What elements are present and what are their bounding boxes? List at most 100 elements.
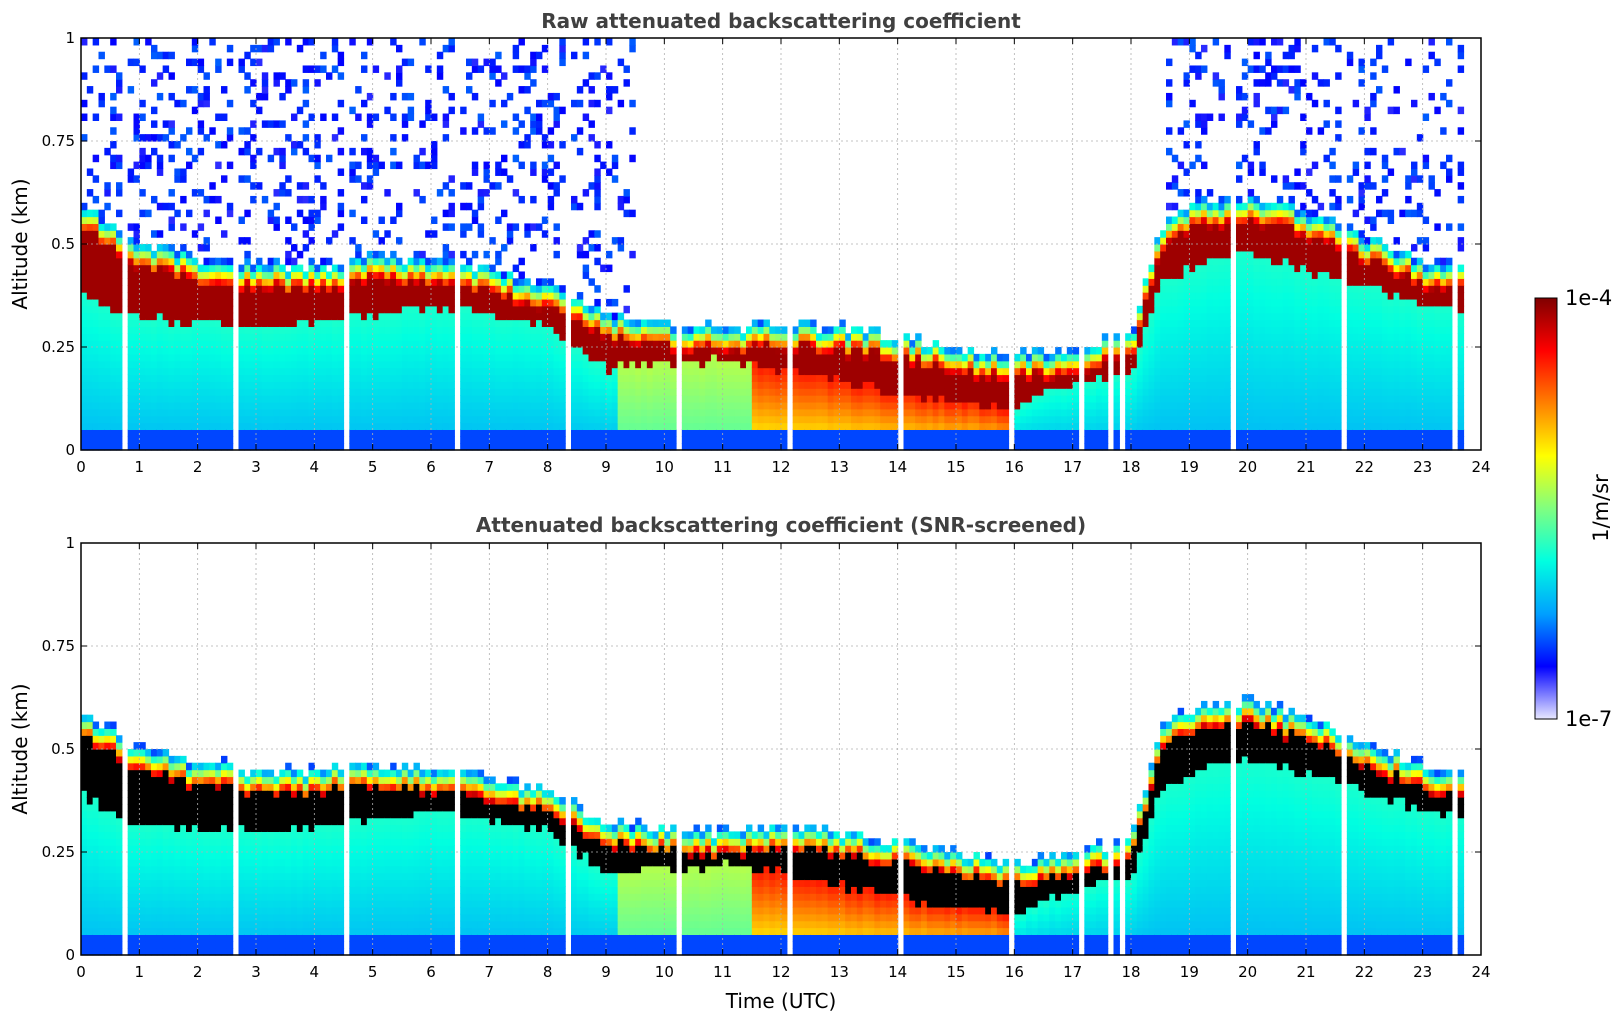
heatmap-cell (1160, 326, 1167, 334)
heatmap-cell (104, 65, 111, 73)
heatmap-cell (436, 374, 444, 382)
heatmap-cell (804, 353, 811, 362)
heatmap-cell (378, 429, 385, 437)
heatmap-cell (1136, 388, 1144, 396)
heatmap-cell (425, 264, 432, 273)
heatmap-cell (442, 120, 450, 128)
heatmap-cell (442, 367, 450, 376)
heatmap-cell (641, 422, 648, 430)
heatmap-cell (86, 436, 94, 444)
heatmap-cell (174, 264, 181, 273)
heatmap-cell (250, 353, 257, 362)
heatmap-cell (431, 285, 438, 293)
heatmap-cell (92, 285, 100, 293)
heatmap-cell (1177, 209, 1185, 218)
heatmap-cell (151, 271, 158, 279)
heatmap-cell (1049, 436, 1056, 444)
heatmap-cell (442, 44, 450, 53)
heatmap-cell (821, 374, 829, 382)
heatmap-cell (180, 195, 187, 204)
heatmap-cell (489, 443, 496, 451)
heatmap-cell (868, 333, 875, 341)
heatmap-cell (331, 278, 339, 286)
heatmap-cell (909, 429, 916, 437)
heatmap-cell (273, 120, 280, 128)
raw-heatmap (81, 38, 1465, 451)
heatmap-cell (110, 319, 117, 327)
heatmap-cell (1136, 381, 1144, 389)
heatmap-cell (407, 347, 415, 355)
heatmap-cell (792, 381, 800, 389)
heatmap-cell (285, 237, 292, 245)
heatmap-cell (244, 278, 251, 286)
heatmap-cell (378, 353, 385, 362)
heatmap-cell (506, 92, 514, 101)
heatmap-cell (571, 298, 578, 307)
heatmap-cell (407, 305, 415, 314)
heatmap-cell (1171, 285, 1179, 293)
heatmap-cell (156, 347, 164, 355)
heatmap-cell (705, 388, 712, 396)
heatmap-cell (1218, 333, 1225, 341)
heatmap-cell (553, 408, 560, 417)
heatmap-cell (384, 257, 391, 266)
heatmap-cell (366, 340, 374, 348)
heatmap-cell (244, 374, 251, 382)
heatmap-cell (256, 264, 263, 273)
heatmap-cell (623, 326, 630, 334)
heatmap-cell (1043, 436, 1050, 444)
heatmap-cell (390, 264, 397, 273)
heatmap-cell (448, 271, 455, 279)
heatmap-cell (495, 51, 502, 60)
heatmap-cell (1166, 319, 1173, 327)
heatmap-cell (495, 353, 502, 362)
heatmap-cell (151, 278, 158, 286)
heatmap-cell (466, 86, 473, 94)
heatmap-cell (734, 353, 741, 362)
heatmap-cell (186, 422, 193, 430)
heatmap-cell (576, 388, 584, 396)
heatmap-cell (1072, 395, 1080, 403)
heatmap-cell (757, 443, 765, 451)
heatmap-cell (553, 422, 560, 430)
heatmap-cell (1142, 401, 1150, 410)
heatmap-cell (1189, 65, 1196, 73)
heatmap-cell (1148, 353, 1155, 362)
heatmap-cell (1142, 347, 1150, 355)
heatmap-cell (547, 395, 555, 403)
heatmap-cell (746, 381, 753, 389)
heatmap-cell (891, 340, 899, 348)
heatmap-cell (104, 319, 111, 327)
heatmap-cell (250, 271, 257, 279)
heatmap-cell (681, 415, 689, 424)
heatmap-cell (734, 388, 741, 396)
heatmap-cell (203, 278, 210, 286)
heatmap-cell (460, 264, 467, 273)
heatmap-cell (314, 319, 321, 327)
heatmap-cell (1072, 408, 1080, 417)
heatmap-cell (1189, 202, 1196, 211)
heatmap-cell (203, 381, 210, 389)
heatmap-cell (606, 395, 613, 403)
heatmap-cell (588, 381, 595, 389)
heatmap-cell (594, 298, 601, 307)
heatmap-cell (209, 340, 216, 348)
heatmap-cell (302, 79, 310, 87)
heatmap-cell (86, 189, 94, 197)
heatmap-cell (512, 223, 520, 231)
heatmap-cell (623, 436, 630, 444)
heatmap-cell (501, 209, 508, 218)
heatmap-cell (133, 230, 140, 238)
heatmap-cell (1026, 395, 1033, 403)
heatmap-cell (594, 381, 601, 389)
heatmap-cell (355, 257, 362, 266)
heatmap-cell (541, 347, 549, 355)
heatmap-cell (431, 401, 438, 410)
heatmap-cell (98, 99, 105, 108)
heatmap-cell (285, 381, 292, 389)
heatmap-cell (1014, 388, 1021, 396)
heatmap-cell (162, 436, 170, 444)
heatmap-cell (594, 347, 601, 355)
heatmap-cell (471, 278, 479, 286)
heatmap-cell (1154, 374, 1161, 382)
